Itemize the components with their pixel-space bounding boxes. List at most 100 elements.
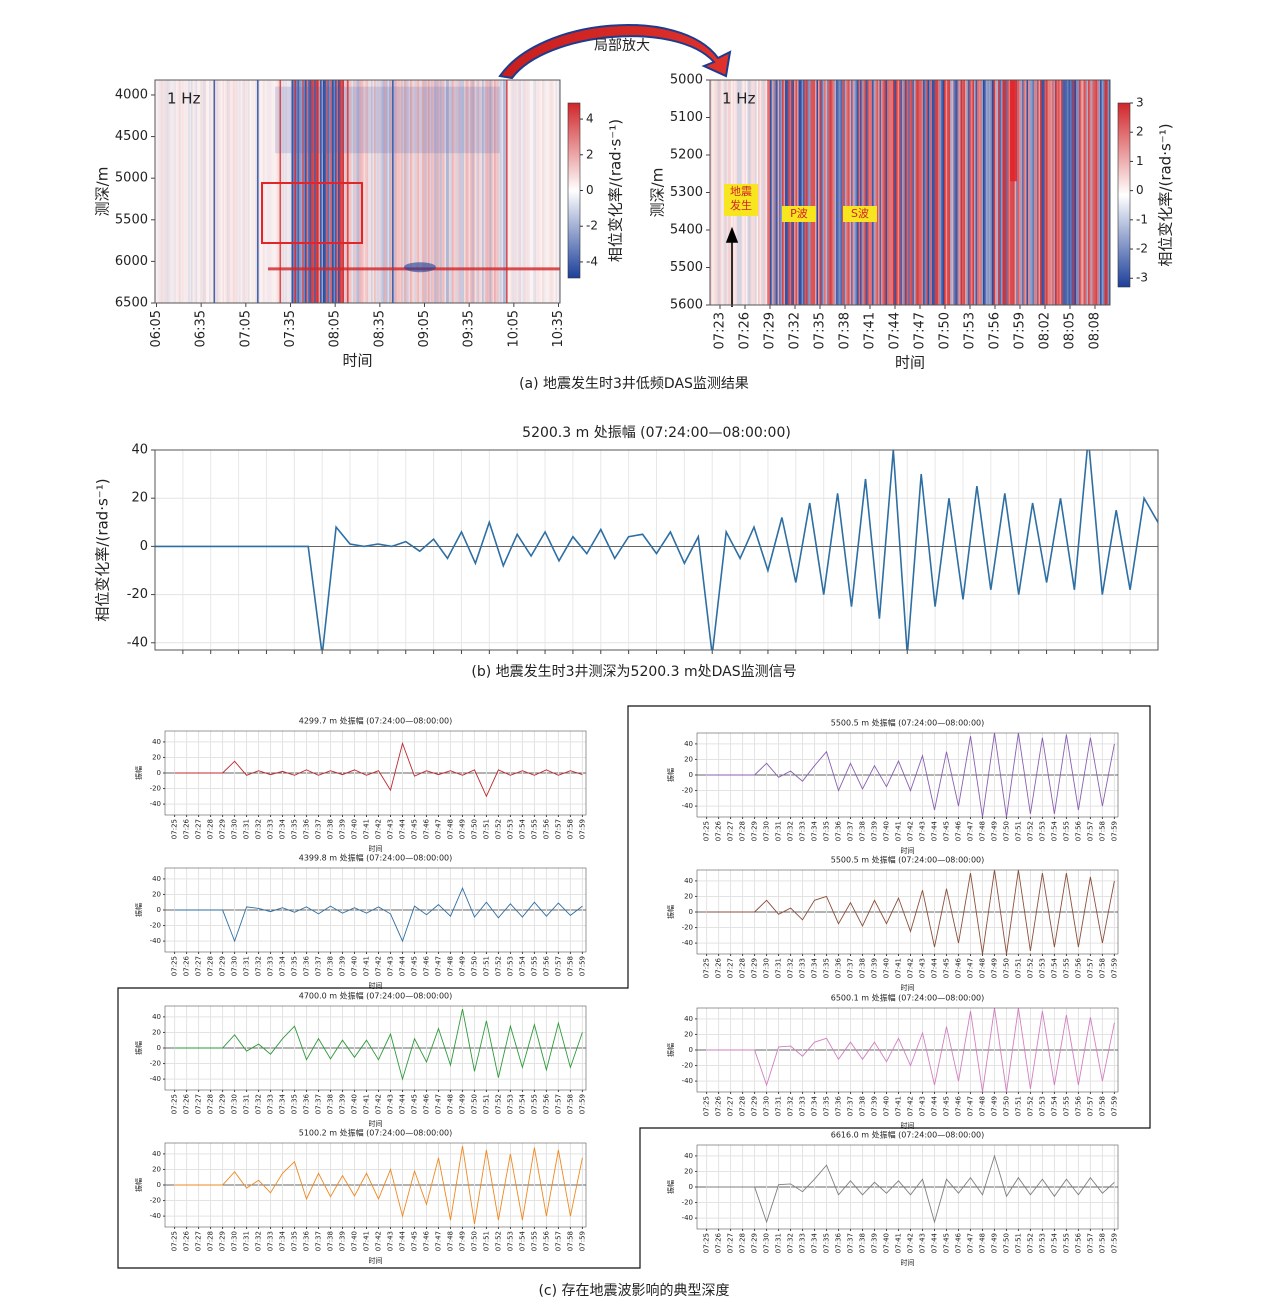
heatmap-texture [966,80,969,305]
x-tick-label: 07:28 [739,821,747,841]
heatmap-texture [482,80,484,303]
y-axis-label: 振幅 [666,1043,675,1057]
heatmap-texture [962,80,964,305]
x-tick-label: 07:55 [530,819,538,839]
x-tick-label: 07:36 [835,957,843,978]
x-tick-label: 07:23 [713,312,728,349]
heatmap-texture [197,80,199,303]
heatmap-texture [438,80,441,303]
heatmap-texture [848,80,850,305]
x-tick-label: 07:35 [823,958,831,978]
heatmap-texture [308,80,310,303]
x-tick-label: 07:40 [351,1094,359,1114]
x-tick-label: 07:59 [578,1231,586,1251]
y-tick-label: -20 [682,924,693,932]
colorbar-tick-label: -1 [1136,212,1148,226]
heatmap-texture [318,80,321,303]
x-tick-label: 07:52 [1026,1233,1034,1253]
heatmap-texture [431,80,433,303]
heatmap-texture [1017,80,1020,305]
x-tick-label: 07:49 [990,1096,998,1116]
heatmap-texture [474,80,477,303]
heatmap-texture [1013,80,1015,305]
heatmap-texture [265,80,267,303]
x-tick-label: 07:42 [374,819,382,839]
heatmap-texture [843,80,846,305]
x-tick-label: 07:49 [458,1094,466,1114]
heatmap-texture [231,80,234,303]
x-tick-label: 07:32 [255,1094,263,1114]
x-tick-label: 07:59 [578,956,586,976]
colorbar-tick-label: 2 [1136,125,1144,139]
heatmap-texture [254,80,256,303]
heatmap-texture [830,80,832,305]
heatmap-texture [303,80,306,303]
heatmap-texture [1008,80,1011,305]
heatmap-texture [912,80,915,305]
x-tick-label: 07:34 [811,1232,819,1253]
heatmap-texture [354,80,357,303]
heatmap-texture [222,80,225,303]
heatmap-texture [194,80,196,303]
x-tick-label: 08:05 [1063,312,1078,349]
x-tick-label: 07:26 [715,1095,723,1116]
x-tick-label: 07:44 [398,955,406,976]
heatmap-texture [1055,80,1057,305]
x-tick-label: 07:28 [739,1233,747,1253]
x-tick-label: 07:29 [751,1096,759,1116]
x-tick-label: 07:43 [386,1094,394,1114]
heatmap-texture [774,80,777,305]
x-tick-label: 07:39 [871,821,879,841]
heatmap-texture [1020,80,1023,305]
heatmap-texture [314,80,316,303]
x-tick-label: 07:47 [966,1096,974,1116]
x-axis-label: 时间 [369,1256,383,1265]
heatmap-texture [180,80,183,303]
x-tick-label: 07:44 [398,818,406,839]
heatmap-texture [878,80,880,305]
heatmap-texture [819,80,822,305]
x-tick-label: 07:34 [279,1230,287,1251]
heatmap-texture [311,80,313,303]
x-tick-label: 07:36 [835,820,843,841]
zoom-arrow [498,24,732,80]
heatmap-texture [1086,80,1089,305]
x-tick-label: 07:41 [363,956,371,976]
heatmap-texture [227,80,229,303]
x-tick-label: 07:30 [231,819,239,839]
x-tick-label: 07:48 [978,1233,986,1253]
heatmap-texture [875,80,877,305]
x-axis-label: 时间 [901,846,915,855]
heatmap-texture [953,80,955,305]
heatmap-texture [842,80,844,305]
heatmap-texture [789,80,792,305]
plot-area [710,80,1110,305]
heatmap-texture [375,80,378,303]
x-tick-label: 07:32 [255,819,263,839]
x-tick-label: 07:50 [470,1231,478,1251]
heatmap-texture [329,80,331,303]
heatmap-texture [302,80,304,303]
heatmap-texture [1067,80,1069,305]
x-tick-label: 07:54 [518,1230,526,1251]
heatmap-texture [1004,80,1006,305]
heatmap-texture [366,80,369,303]
heatmap-texture [975,80,978,305]
heatmap-texture [371,80,373,303]
heatmap-texture [243,80,246,303]
heatmap-texture [795,80,798,305]
y-tick-label: 5000 [670,73,703,88]
heatmap-texture [968,80,970,305]
x-tick-label: 07:55 [530,1094,538,1114]
y-axis-label: 振幅 [666,905,675,919]
x-tick-label: 07:48 [978,821,986,841]
x-tick-label: 07:26 [715,957,723,978]
x-tick-label: 07:58 [1098,1096,1106,1116]
x-tick-label: 07:40 [351,1231,359,1251]
heatmap-texture [528,80,531,303]
heatmap-texture [193,80,195,303]
heatmap-texture [428,80,430,303]
heatmap-texture [429,80,432,303]
x-tick-label: 07:58 [1098,821,1106,841]
